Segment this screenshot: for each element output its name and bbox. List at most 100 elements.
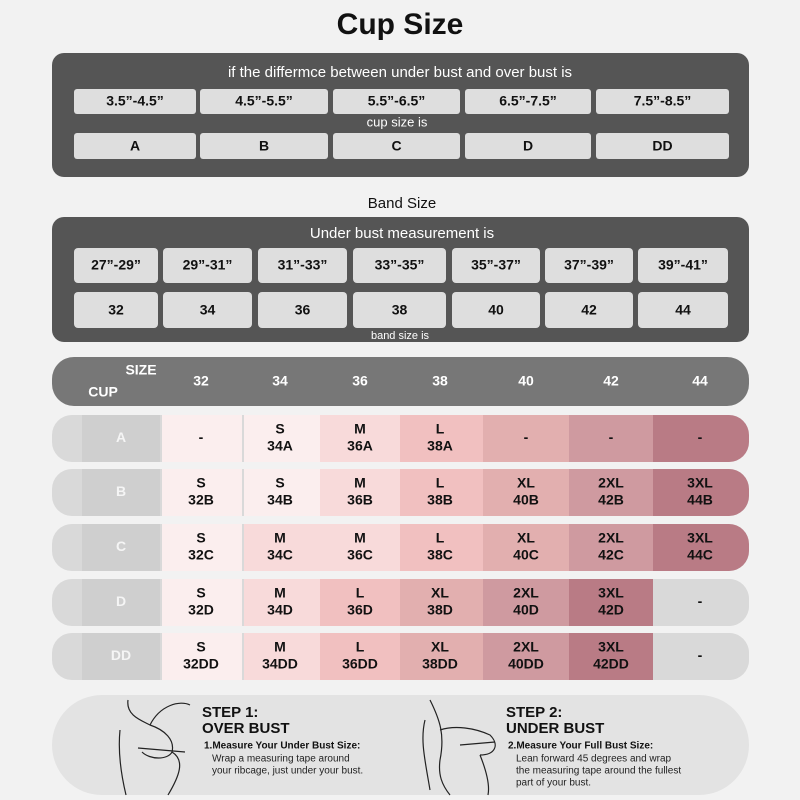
size-cell-edge: [653, 579, 683, 626]
illustrations: [118, 699, 496, 796]
size-cell-text: L: [436, 475, 445, 491]
size-cell: [162, 469, 242, 516]
size-box: [452, 292, 540, 328]
size-cell: [244, 579, 320, 626]
size-cell: [320, 415, 400, 462]
size-cell: [483, 415, 569, 462]
size-cell-text: XL: [517, 475, 535, 491]
step-subtitle: UNDER BUST: [506, 720, 604, 737]
cup-cell: [82, 633, 160, 680]
size-cell: [569, 469, 653, 516]
range-box: [452, 248, 540, 283]
step-title: STEP 2:: [506, 704, 562, 721]
size-cell-text: 2XL: [598, 530, 624, 546]
cup-label: B: [116, 483, 126, 499]
size-cell-text: M: [274, 639, 286, 655]
cup-box: [596, 133, 729, 159]
cup-cell: [82, 415, 160, 462]
size-cell: [162, 415, 242, 462]
size-cell-text: -: [698, 647, 703, 663]
size-cell-text: 34A: [267, 438, 293, 454]
size-cell-edge: [653, 469, 683, 516]
size-cell-text: 2XL: [598, 475, 624, 491]
range-label: 33”-35”: [375, 257, 425, 273]
size-cell: [569, 415, 653, 462]
size-cell-text: 36B: [347, 492, 373, 508]
size-cell-text: 36A: [347, 438, 373, 454]
size-cell-text: -: [199, 429, 204, 445]
band-footer-caption: band size is: [371, 330, 430, 342]
size-cell-text: 3XL: [598, 639, 624, 655]
size-cell-text: -: [609, 429, 614, 445]
size-label: 32: [108, 302, 124, 318]
size-cell: [483, 469, 569, 516]
step-subtitle: OVER BUST: [202, 720, 290, 737]
instruction-title: 1.Measure Your Under Bust Size:: [204, 741, 360, 752]
sketch-1: [118, 699, 191, 796]
cup-cell: [82, 579, 160, 626]
size-cell-text: 44B: [687, 492, 713, 508]
size-cell: [162, 633, 242, 680]
size-cell-edge: [653, 633, 683, 680]
range-label: 35”-37”: [471, 257, 521, 273]
cup-label: C: [116, 538, 126, 554]
size-cell-text: 38D: [427, 602, 453, 618]
cup-cell: [82, 524, 160, 571]
instruction-line: Wrap a measuring tape around: [212, 754, 350, 765]
range-label: 6.5”-7.5”: [499, 93, 557, 109]
size-cell-text: S: [196, 475, 205, 491]
cup-label: DD: [111, 647, 131, 663]
instruction-line: your ribcage, just under your bust.: [212, 766, 363, 777]
size-cell-text: L: [436, 530, 445, 546]
size-cell-text: 38B: [427, 492, 453, 508]
range-box: [74, 89, 196, 114]
column-label: 36: [352, 373, 368, 389]
column-label: 38: [432, 373, 448, 389]
size-cell-text: 32B: [188, 492, 214, 508]
range-label: 3.5”-4.5”: [106, 93, 164, 109]
size-cell-text: 44C: [687, 547, 713, 563]
size-cell-text: S: [275, 421, 284, 437]
range-label: 31”-33”: [278, 257, 328, 273]
size-cell-text: -: [698, 429, 703, 445]
size-cell: [244, 415, 320, 462]
instruction-line: part of your bust.: [516, 778, 591, 789]
column-label: 42: [603, 373, 619, 389]
size-cell: [569, 633, 653, 680]
size-cell-text: 3XL: [687, 530, 713, 546]
size-cell-text: 40B: [513, 492, 539, 508]
size-cell: [244, 633, 320, 680]
cup-box: [200, 133, 328, 159]
size-cell-text: 36D: [347, 602, 373, 618]
cup-label: A: [130, 138, 140, 154]
range-box: [465, 89, 591, 114]
size-cell-text: 36C: [347, 547, 373, 563]
size-cell: [483, 633, 569, 680]
size-cell: [162, 524, 242, 571]
size-cell-text: XL: [431, 639, 449, 655]
size-cell-text: S: [275, 475, 284, 491]
size-cell: [320, 579, 400, 626]
range-box: [353, 248, 446, 283]
size-cell-text: -: [524, 429, 529, 445]
range-box: [74, 248, 158, 283]
cup-label: C: [391, 138, 401, 154]
size-cell-text: 42D: [598, 602, 624, 618]
size-cell-text: 34DD: [262, 656, 298, 672]
range-label: 37”-39”: [564, 257, 614, 273]
cup-cell: [82, 469, 160, 516]
range-box: [545, 248, 633, 283]
size-label: 42: [581, 302, 597, 318]
title: Cup Size: [337, 8, 464, 41]
size-cell: [320, 524, 400, 571]
size-cell: [244, 469, 320, 516]
size-cell: [483, 524, 569, 571]
size-cell-text: 32DD: [183, 656, 219, 672]
size-label: 44: [675, 302, 691, 318]
cup-box: [465, 133, 591, 159]
band-title: Band Size: [368, 195, 436, 212]
size-cell: [400, 633, 483, 680]
size-cell: [569, 579, 653, 626]
steps-panel: [52, 695, 749, 795]
column-label: 40: [518, 373, 534, 389]
